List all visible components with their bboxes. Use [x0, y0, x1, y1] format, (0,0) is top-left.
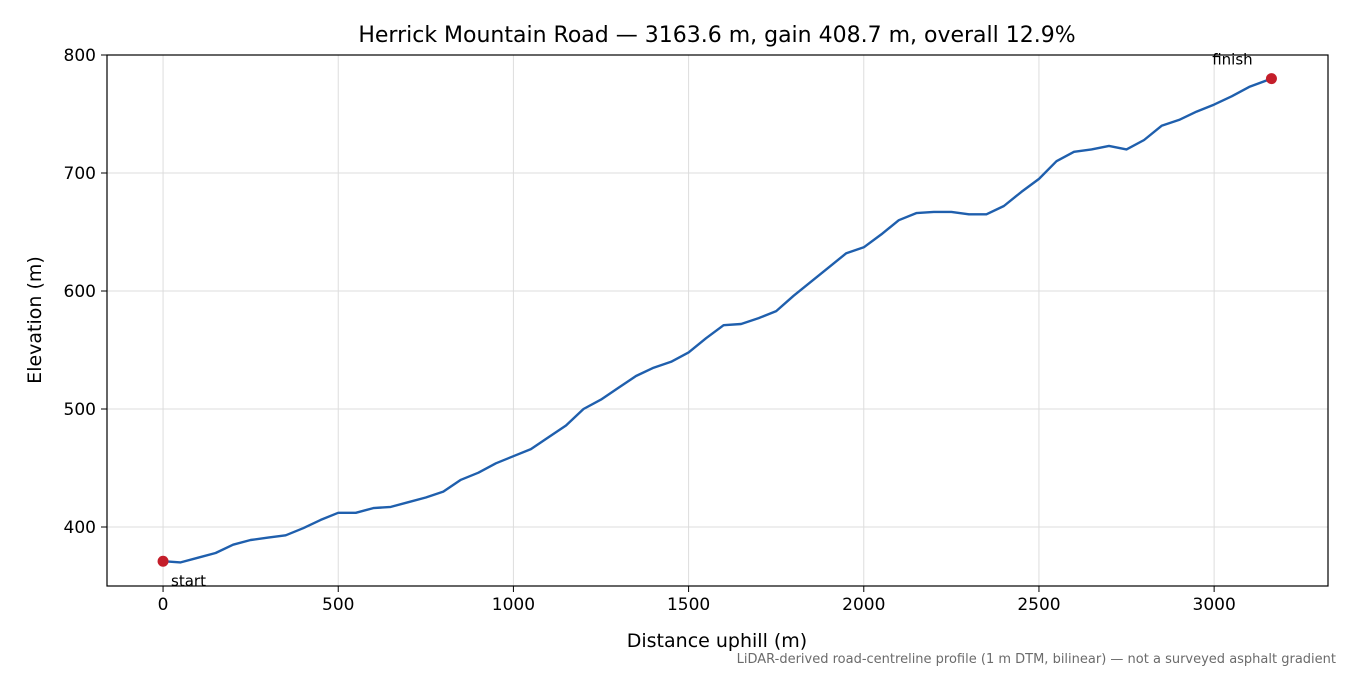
grid-lines	[107, 54, 1328, 586]
y-tick-label: 700	[64, 164, 96, 184]
y-tick-label: 500	[64, 400, 96, 420]
x-tick-label: 2000	[842, 595, 885, 615]
x-tick-label: 0	[158, 595, 169, 615]
elevation-line	[161, 77, 1273, 564]
x-tick-label: 3000	[1193, 595, 1236, 615]
finish-marker	[1265, 73, 1277, 85]
y-axis-ticks: 400 500 600 700 800	[64, 46, 107, 538]
y-tick-label: 400	[64, 518, 96, 538]
y-tick-label: 600	[64, 282, 96, 302]
y-axis-label: Elevation (m)	[24, 256, 46, 384]
x-axis-label: Distance uphill (m)	[627, 630, 807, 652]
start-label: start	[171, 572, 206, 590]
start-marker	[157, 555, 169, 567]
x-tick-label: 1000	[492, 595, 535, 615]
finish-label: finish	[1212, 51, 1252, 69]
plot-frame	[106, 54, 1329, 587]
chart-footnote: LiDAR-derived road-centreline profile (1…	[736, 652, 1336, 667]
x-axis-ticks: 0 500 1000 1500 2000 2500 3000	[158, 586, 1236, 615]
x-tick-label: 500	[322, 595, 354, 615]
y-tick-label: 800	[64, 46, 96, 66]
x-tick-label: 2500	[1017, 595, 1060, 615]
x-tick-label: 1500	[667, 595, 710, 615]
chart-title: Herrick Mountain Road — 3163.6 m, gain 4…	[358, 23, 1075, 48]
